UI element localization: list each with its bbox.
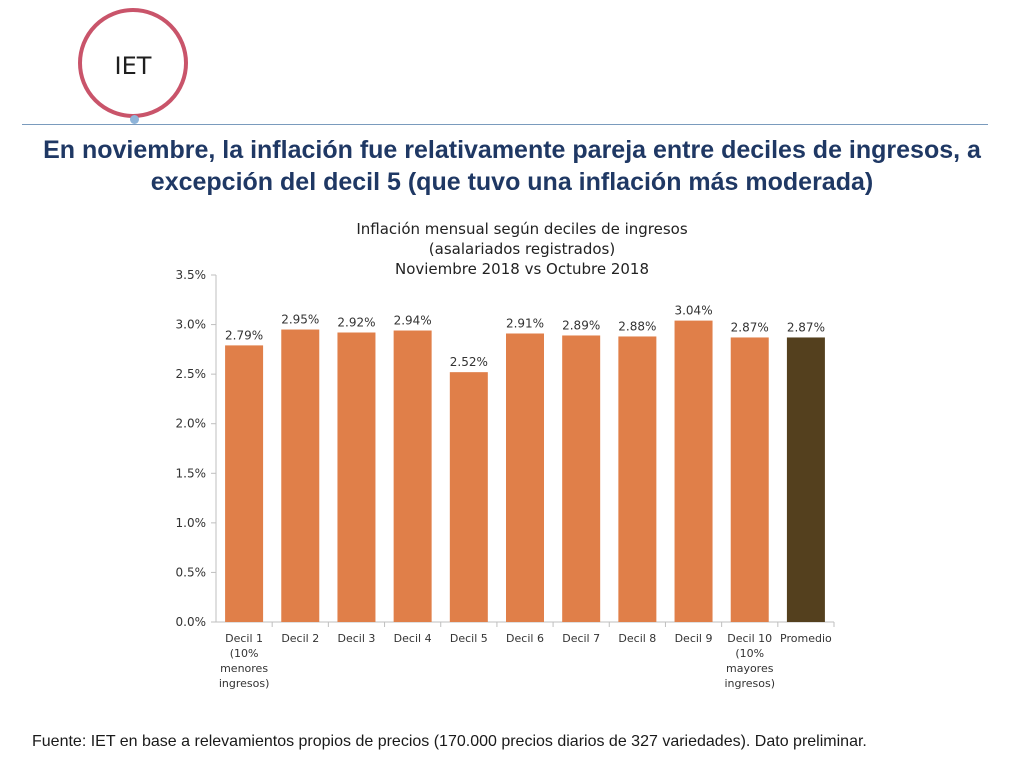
- chart-title-line: Noviembre 2018 vs Octubre 2018: [395, 260, 649, 278]
- x-tick-label: Decil 7: [562, 632, 600, 645]
- data-label: 2.89%: [562, 318, 600, 332]
- data-label: 2.95%: [281, 313, 319, 327]
- data-label: 2.52%: [450, 355, 488, 369]
- chart-title-line: (asalariados registrados): [429, 240, 615, 258]
- x-tick-label: Decil 2: [281, 632, 319, 645]
- y-tick-label: 1.0%: [176, 516, 207, 530]
- slide-headline: En noviembre, la inflación fue relativam…: [43, 136, 981, 196]
- bar: [506, 333, 544, 622]
- bar: [618, 336, 657, 622]
- x-tick-label: Decil 1: [225, 632, 263, 645]
- data-label: 2.92%: [337, 316, 375, 330]
- data-label: 2.79%: [225, 328, 263, 342]
- inflation-bar-chart: Inflación mensual según deciles de ingre…: [176, 220, 835, 690]
- chart-title-line: Inflación mensual según deciles de ingre…: [356, 220, 687, 238]
- y-tick-label: 2.5%: [176, 367, 207, 381]
- y-tick-label: 3.0%: [176, 318, 207, 332]
- data-label: 2.94%: [394, 314, 432, 328]
- bar: [674, 320, 713, 622]
- y-tick-label: 1.5%: [176, 466, 207, 480]
- x-tick-label: ingresos): [219, 677, 270, 690]
- bar: [281, 329, 320, 622]
- x-tick-label: ingresos): [724, 677, 775, 690]
- source-note: Fuente: IET en base a relevamientos prop…: [32, 733, 867, 751]
- source-label: Fuente:: [32, 733, 87, 750]
- x-tick-label: Decil 9: [675, 632, 713, 645]
- bar: [393, 330, 432, 622]
- y-tick-label: 2.0%: [176, 417, 207, 431]
- x-tick-label: Decil 10: [727, 632, 772, 645]
- logo-text: IET: [114, 52, 152, 80]
- x-tick-label: menores: [220, 662, 268, 675]
- x-tick-label: Decil 3: [338, 632, 376, 645]
- y-tick-label: 0.0%: [176, 615, 207, 629]
- data-label: 3.04%: [674, 304, 712, 318]
- x-tick-label: Decil 4: [394, 632, 432, 645]
- x-tick-label: mayores: [726, 662, 774, 675]
- source-text: IET en base a relevamientos propios de p…: [86, 733, 867, 750]
- data-label: 2.87%: [731, 320, 769, 334]
- x-tick-label: Decil 6: [506, 632, 544, 645]
- bar: [225, 345, 264, 622]
- x-tick-label: Promedio: [780, 632, 832, 645]
- data-label: 2.87%: [787, 320, 825, 334]
- bar: [562, 335, 601, 622]
- y-tick-label: 0.5%: [176, 565, 207, 579]
- header-divider: [22, 124, 988, 125]
- bar: [449, 372, 488, 622]
- y-tick-label: 3.5%: [176, 268, 207, 282]
- x-tick-label: (10%: [735, 647, 764, 660]
- x-tick-label: Decil 8: [618, 632, 656, 645]
- data-label: 2.91%: [506, 316, 544, 330]
- bar: [730, 337, 769, 622]
- bar: [786, 337, 825, 622]
- x-tick-label: (10%: [230, 647, 259, 660]
- data-label: 2.88%: [618, 319, 656, 333]
- x-tick-label: Decil 5: [450, 632, 488, 645]
- bar: [337, 332, 376, 622]
- logo-dot: [130, 115, 139, 124]
